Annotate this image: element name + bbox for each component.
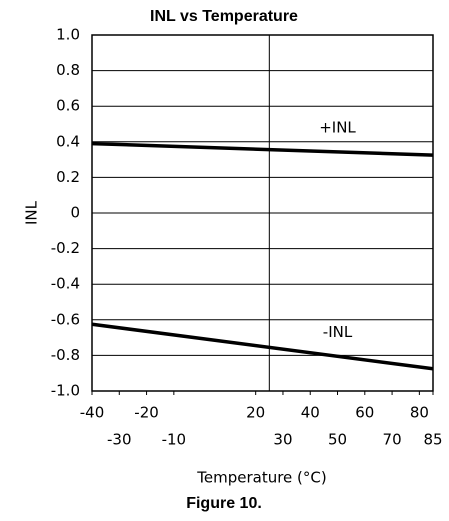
y-tick-label: -0.4 [51, 275, 80, 293]
caption: Figure 10. [186, 495, 262, 512]
y-tick-label: 0 [70, 204, 80, 222]
y-tick-label: -0.2 [51, 239, 80, 257]
x-tick-label: 85 [423, 431, 442, 449]
chart-title: INL vs Temperature [150, 8, 298, 25]
y-tick-label: -0.6 [51, 310, 80, 328]
x-tick-label: 20 [246, 404, 265, 422]
y-axis-label: INL [23, 200, 41, 225]
y-tick-label: 1.0 [56, 26, 80, 44]
x-tick-label: 80 [410, 404, 429, 422]
x-tick-label: -40 [80, 404, 105, 422]
x-tick-label: 40 [301, 404, 320, 422]
y-tick-label: 0.6 [56, 97, 80, 115]
plot-frame [91, 34, 434, 392]
series-line [91, 141, 434, 157]
series-label: -INL [323, 323, 353, 341]
series-line [91, 322, 434, 371]
x-tick-label: 50 [328, 431, 347, 449]
x-tick-label: -30 [107, 431, 132, 449]
x-tick-label: 70 [383, 431, 402, 449]
y-tick-label: -1.0 [51, 382, 80, 400]
x-tick-label: -20 [134, 404, 159, 422]
x-tick-label: -10 [162, 431, 187, 449]
x-tick-label: 60 [355, 404, 374, 422]
y-tick-label: 0.8 [56, 61, 80, 79]
y-tick-label: 0.4 [56, 132, 80, 150]
series-label: +INL [319, 118, 356, 136]
y-tick-label: -0.8 [51, 346, 80, 364]
x-axis-label: Temperature (°C) [196, 469, 326, 487]
y-tick-label: 0.2 [56, 168, 80, 186]
x-tick-label: 30 [273, 431, 292, 449]
